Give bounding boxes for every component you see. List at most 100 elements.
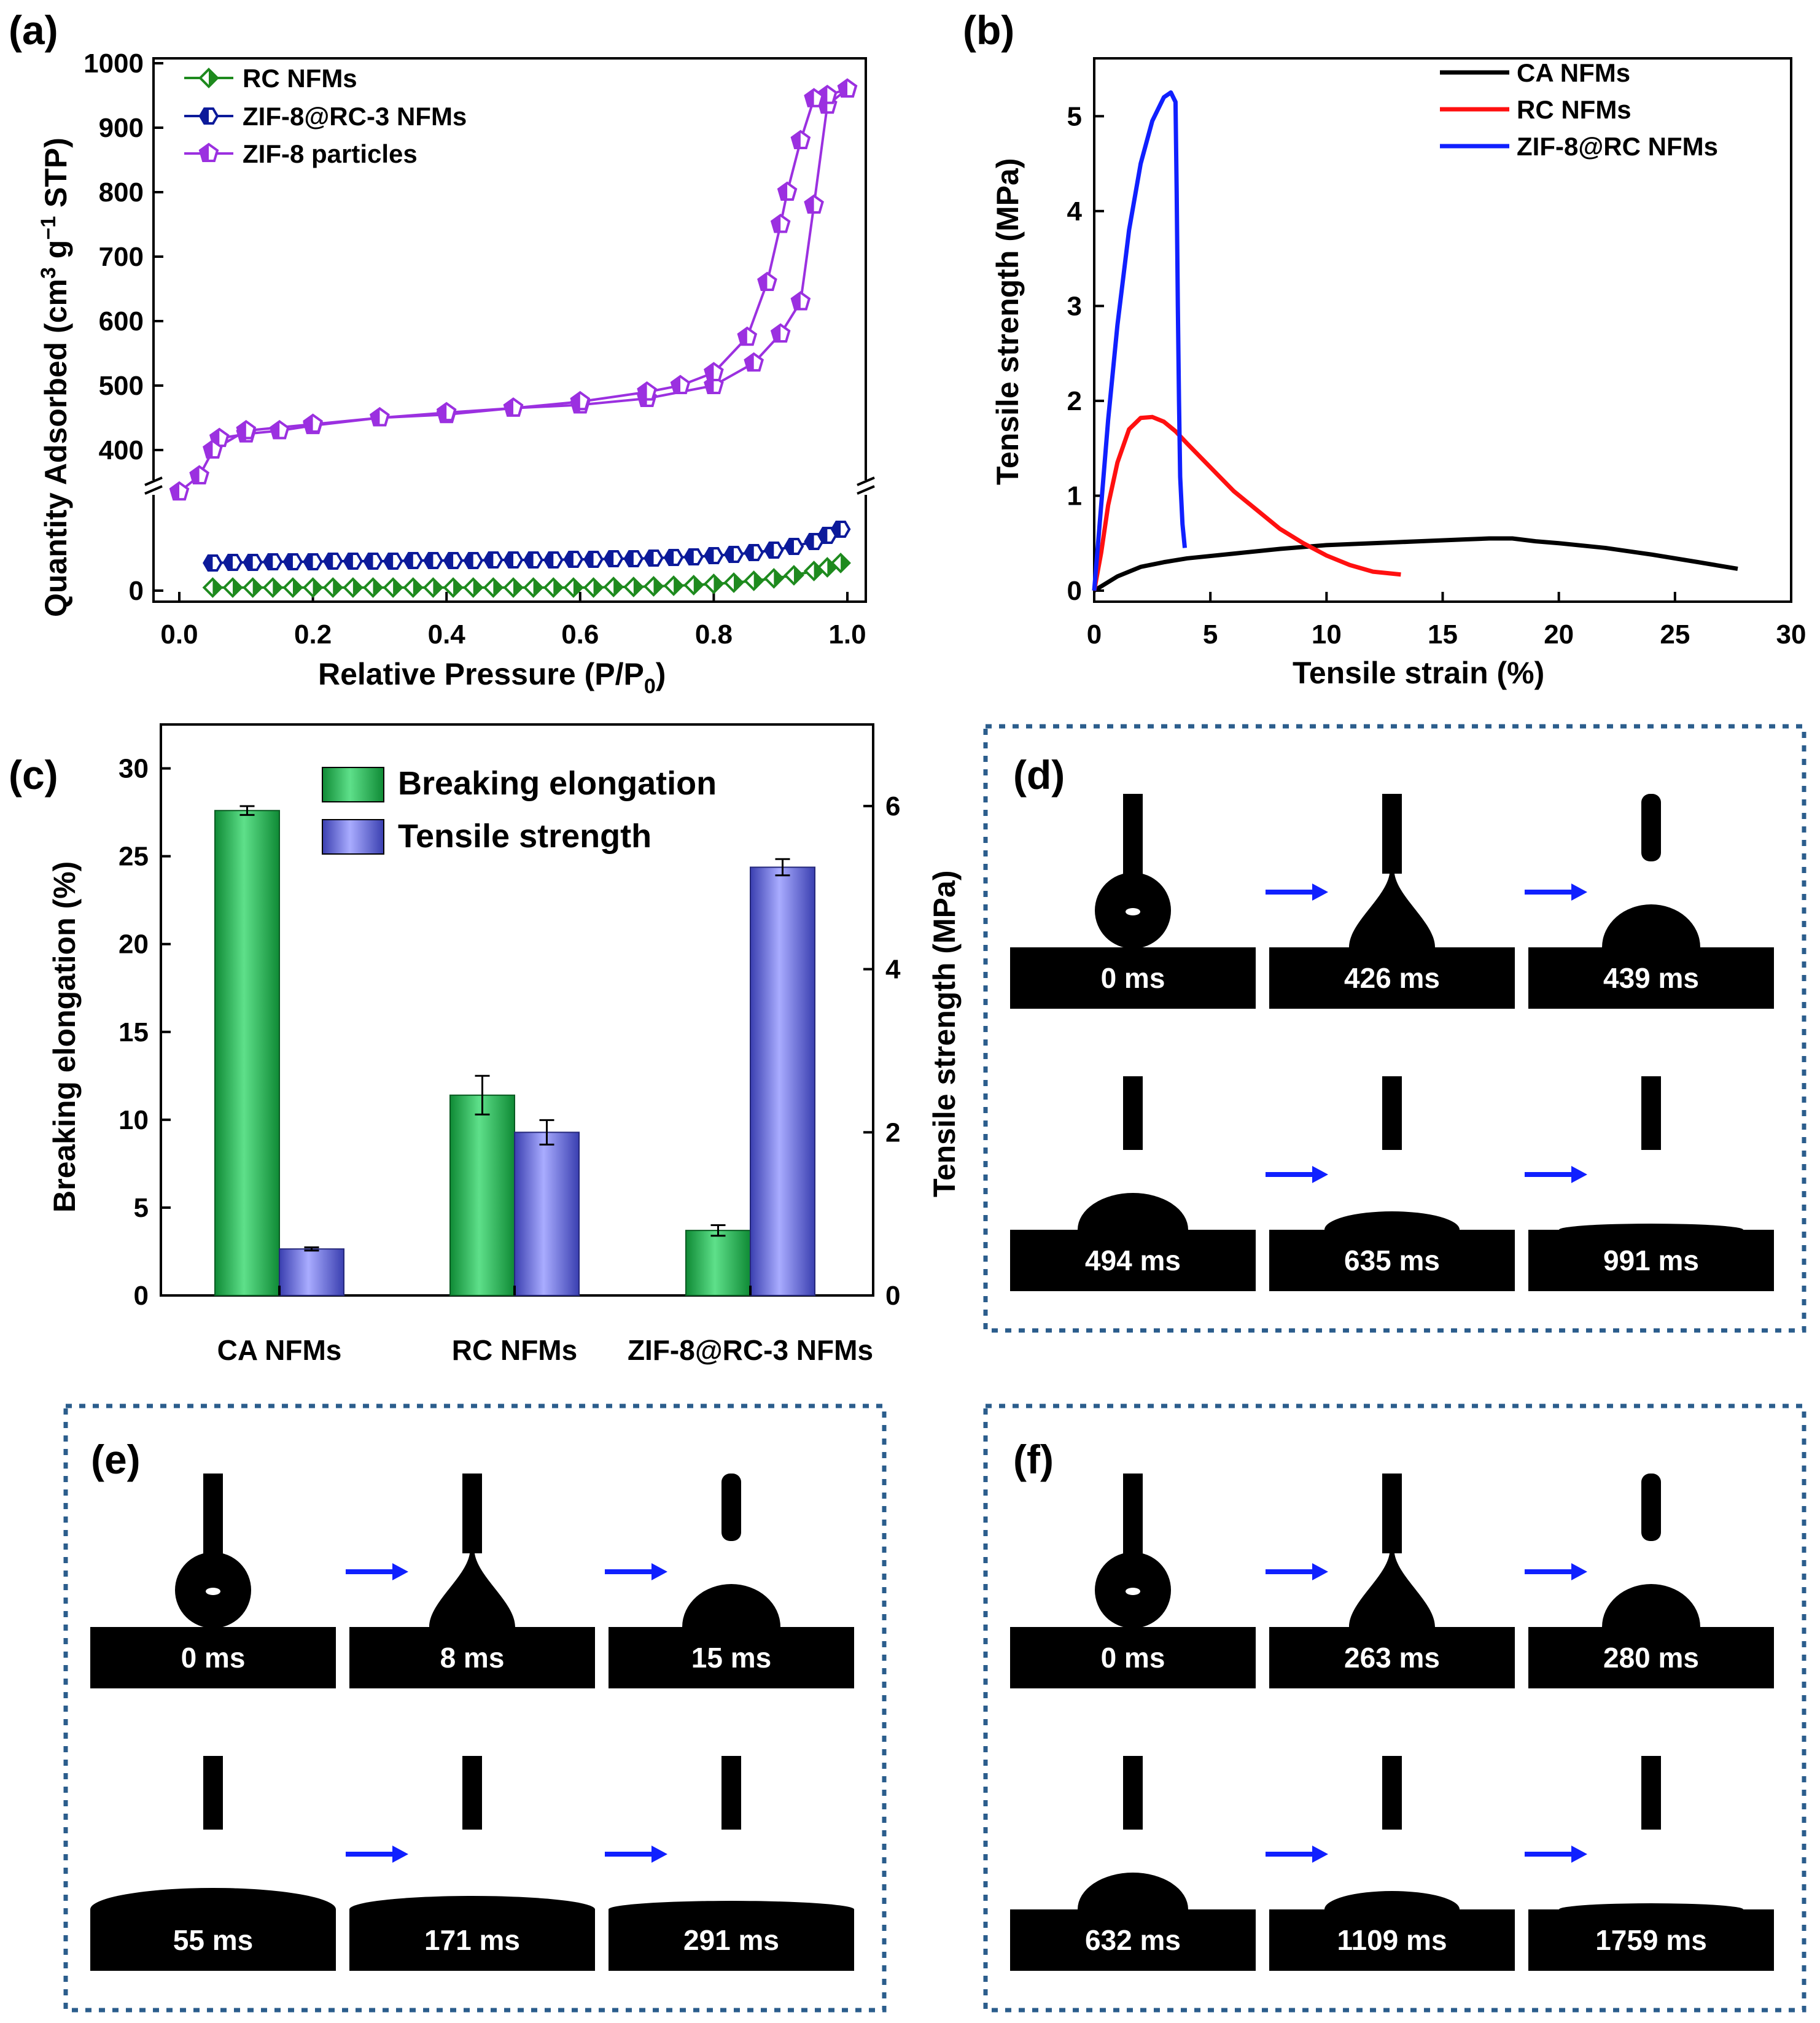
- a-point-0-fill: [753, 572, 763, 589]
- d-needle: [1641, 794, 1661, 861]
- b-ytick-label: 0: [1067, 576, 1082, 606]
- f-frame: 1109 ms: [1269, 1756, 1587, 1971]
- a-point-1-fill: [765, 543, 774, 557]
- legend-rc-nfms: RC NFMs: [243, 64, 357, 93]
- a-point-1: [543, 551, 564, 569]
- d-time-label: 439 ms: [1603, 962, 1699, 994]
- c-left-tick-label: 5: [134, 1193, 149, 1223]
- e-droplet: [682, 1584, 780, 1627]
- a-point-zif: [370, 407, 390, 427]
- d-arrow-head: [1312, 883, 1328, 901]
- e-needle: [462, 1474, 482, 1553]
- a-point-0: [563, 577, 584, 598]
- c-category-label: ZIF-8@RC-3 NFMs: [628, 1334, 873, 1366]
- a-point-1-fill: [424, 553, 434, 568]
- e-frame: 8 ms: [349, 1474, 667, 1688]
- a-point-0: [623, 577, 644, 597]
- a-point-1-fill: [324, 554, 333, 569]
- b-ytick-label: 2: [1067, 386, 1082, 416]
- a-point-1: [683, 548, 704, 565]
- d-substrate: [1269, 1230, 1515, 1291]
- b-xtick-label: 5: [1203, 619, 1218, 650]
- a-point-1: [383, 553, 403, 570]
- a-point-0: [583, 577, 604, 598]
- panel-c-label: (c): [9, 752, 58, 798]
- panel-a-legend: RC NFMs ZIF-8@RC-3 NFMs ZIF-8 particles: [184, 64, 467, 168]
- a-point-1: [764, 542, 784, 559]
- panel-a-x-label-main: Relative Pressure (P/P: [318, 657, 644, 691]
- c-bar-tensile: [514, 1132, 580, 1297]
- c-bar-elongation: [685, 1230, 751, 1296]
- f-substrate: [1528, 1909, 1774, 1971]
- a-point-zif: [303, 413, 323, 433]
- a-point-1: [282, 553, 303, 570]
- panel-a-y-label-main: Quantity Adsorbed (cm: [39, 279, 73, 617]
- a-point-1: [563, 551, 584, 568]
- f-time-label: 1759 ms: [1595, 1924, 1707, 1956]
- e-arrow-head: [392, 1846, 408, 1863]
- b-xtick-label: 15: [1428, 619, 1458, 650]
- a-point-zif: [744, 352, 764, 372]
- a-point-0: [663, 575, 684, 596]
- a-point-1: [663, 549, 684, 566]
- f-frame: 263 ms: [1269, 1474, 1587, 1688]
- a-point-zif: [770, 323, 791, 343]
- e-droplet: [609, 1901, 854, 1909]
- a-point-1: [603, 550, 624, 567]
- a-point-1: [403, 552, 424, 569]
- a-point-1-fill: [445, 553, 454, 568]
- a-point-0-fill: [493, 579, 502, 596]
- a-point-zif: [269, 420, 290, 440]
- a-point-0-fill: [841, 554, 850, 572]
- a-point-zif: [804, 88, 824, 107]
- a-point-1-fill: [224, 555, 233, 570]
- b-ytick-label: 1: [1067, 481, 1082, 511]
- f-frame: 1759 ms: [1528, 1756, 1774, 1971]
- a-point-zif: [436, 402, 457, 422]
- a-point-1-fill: [464, 553, 473, 568]
- f-droplet: [1602, 1584, 1700, 1627]
- a-point-1: [723, 546, 744, 563]
- a-point-zif-fill: [371, 408, 380, 425]
- a-point-zif-fill: [738, 328, 747, 345]
- e-time-label: 0 ms: [181, 1642, 246, 1674]
- panel-b-series: [1092, 90, 1738, 592]
- a-xtick-label: 0.6: [561, 619, 599, 650]
- b-ytick-label: 3: [1067, 291, 1082, 321]
- d-frame: 991 ms: [1528, 1076, 1774, 1291]
- a-ytick-label: 400: [99, 435, 144, 465]
- e-time-label: 8 ms: [440, 1642, 505, 1674]
- d-droplet: [1324, 1211, 1460, 1230]
- f-arrow-head: [1312, 1846, 1328, 1863]
- a-point-1-fill: [284, 554, 293, 569]
- a-point-1-fill: [819, 528, 828, 543]
- panel-c-bars: CA NFMs RC NFMs ZIF-8@RC-3 NFMs: [214, 805, 873, 1366]
- a-point-1-fill: [832, 522, 841, 537]
- f-droplet: [1324, 1891, 1460, 1909]
- f-needle: [1641, 1474, 1661, 1541]
- a-point-0-fill: [533, 579, 542, 596]
- f-time-label: 1109 ms: [1337, 1924, 1447, 1956]
- b-xtick-label: 20: [1544, 619, 1574, 650]
- a-point-0-fill: [273, 579, 282, 596]
- a-point-0: [643, 576, 664, 597]
- a-point-0-fill: [674, 577, 683, 594]
- a-point-0: [402, 577, 424, 598]
- a-point-1-fill: [605, 551, 614, 566]
- d-needle: [1123, 794, 1143, 886]
- e-droplet-highlight: [206, 1588, 220, 1595]
- panel-b-y-ticks: 0 1 2 3 4 5: [1067, 101, 1104, 606]
- b-series-line-0: [1093, 536, 1738, 592]
- a-point-0-fill: [573, 579, 582, 596]
- a-point-0: [362, 577, 384, 598]
- a-point-zif: [169, 481, 190, 501]
- c-left-tick-label: 0: [134, 1281, 149, 1311]
- a-point-1-fill: [364, 554, 373, 569]
- legend-zif8-rc-nfms: ZIF-8@RC NFMs: [1517, 132, 1718, 161]
- c-bar-tensile: [279, 1248, 344, 1297]
- b-series-line-1: [1092, 414, 1401, 591]
- a-point-zif: [236, 420, 257, 440]
- a-point-0-fill: [453, 579, 462, 596]
- a-point-zif-fill: [171, 483, 179, 500]
